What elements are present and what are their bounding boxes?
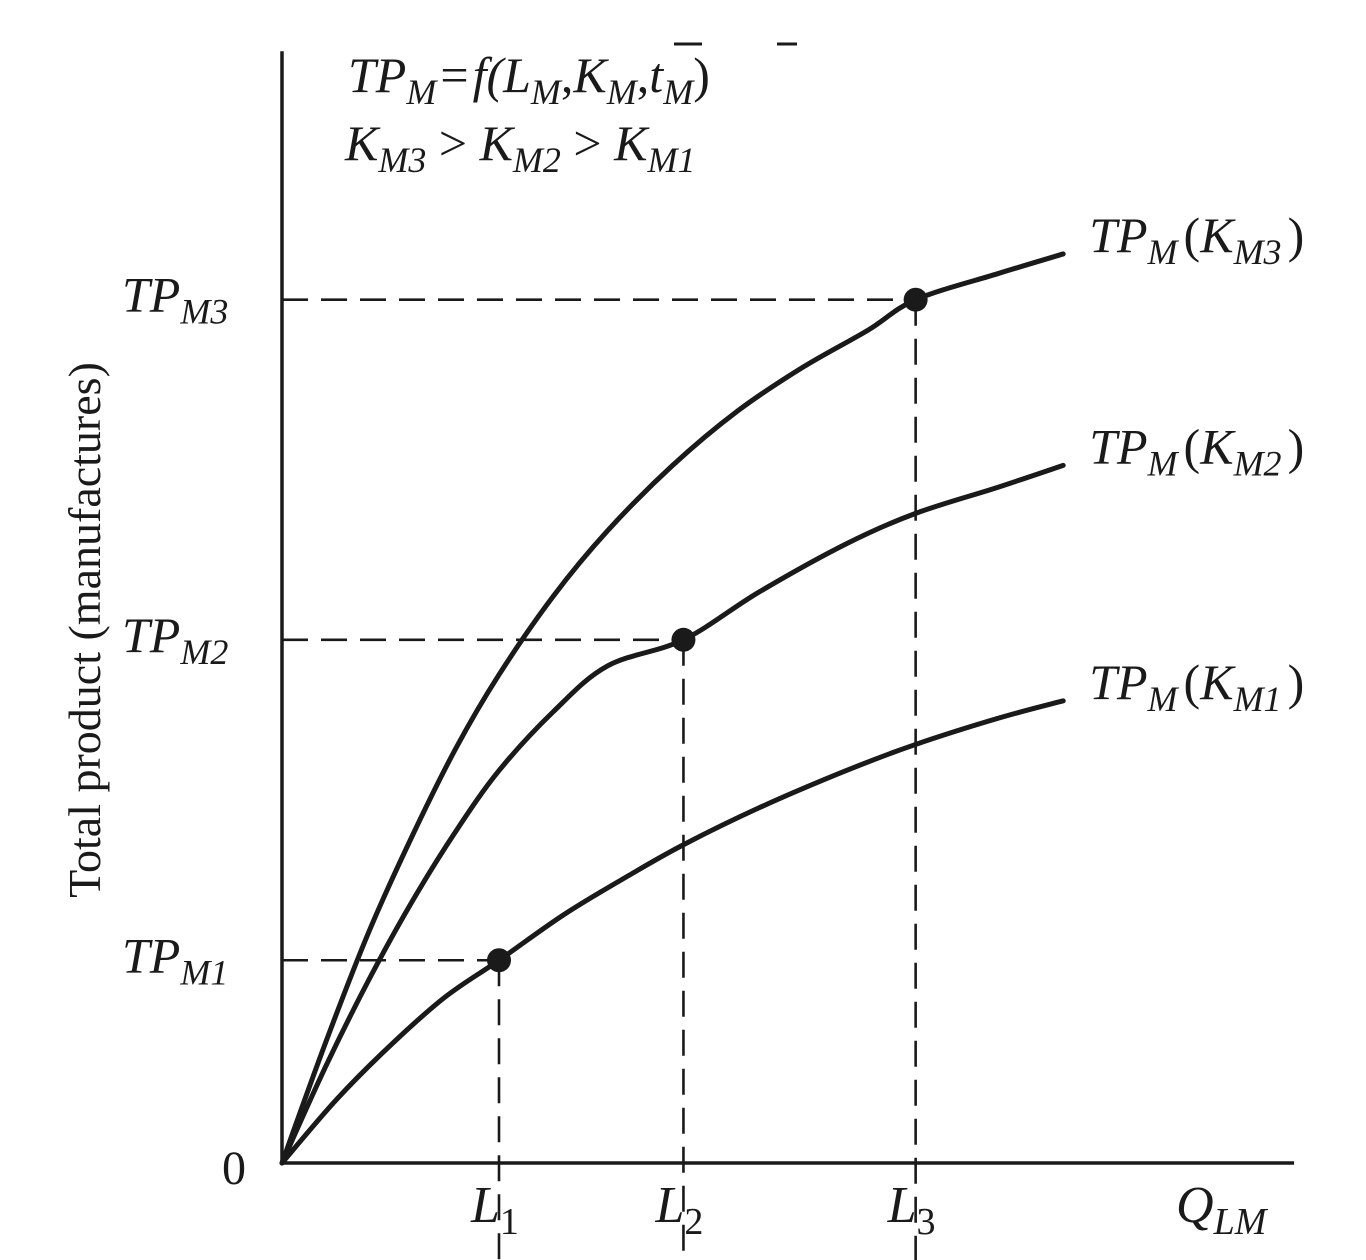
axes bbox=[280, 51, 1295, 1165]
guide-lines bbox=[282, 298, 917, 1260]
series-labels: TPM (KM1) TPM (KM2) TPM (KM3) bbox=[1089, 207, 1304, 719]
data-point-3 bbox=[903, 287, 928, 312]
y-tick-label-3: TPM3 bbox=[122, 267, 228, 332]
highlight-points bbox=[487, 287, 928, 973]
origin-label: 0 bbox=[222, 1142, 246, 1195]
series-label-m2: TPM (KM2) bbox=[1089, 418, 1304, 483]
x-tick-label-3: L3 bbox=[887, 1177, 936, 1243]
x-axis-label: QLM bbox=[1176, 1177, 1269, 1243]
series-label-m3: TPM (KM3) bbox=[1089, 207, 1304, 272]
x-tick-label-1: L1 bbox=[470, 1177, 519, 1243]
curves bbox=[279, 251, 1066, 1166]
curve-m3 bbox=[279, 251, 1066, 1166]
title-function-line: TPM=f(LM,KM,tM) bbox=[348, 47, 710, 112]
y-axis-label: Total product (manufactures) bbox=[59, 362, 110, 898]
series-label-m1: TPM (KM1) bbox=[1089, 654, 1304, 719]
title-inequality-line: KM3 > KM2 > KM1 bbox=[344, 115, 695, 180]
x-tick-label-2: L2 bbox=[654, 1177, 703, 1243]
data-point-2 bbox=[671, 627, 696, 652]
curve-m1 bbox=[279, 698, 1066, 1166]
tick-labels: L1 L2 L3 TPM1 TPM2 TPM3 bbox=[122, 267, 936, 1243]
y-tick-label-2: TPM2 bbox=[122, 607, 228, 672]
y-tick-label-1: TPM1 bbox=[122, 927, 228, 992]
curve-m2 bbox=[279, 462, 1066, 1166]
data-point-1 bbox=[487, 948, 511, 973]
